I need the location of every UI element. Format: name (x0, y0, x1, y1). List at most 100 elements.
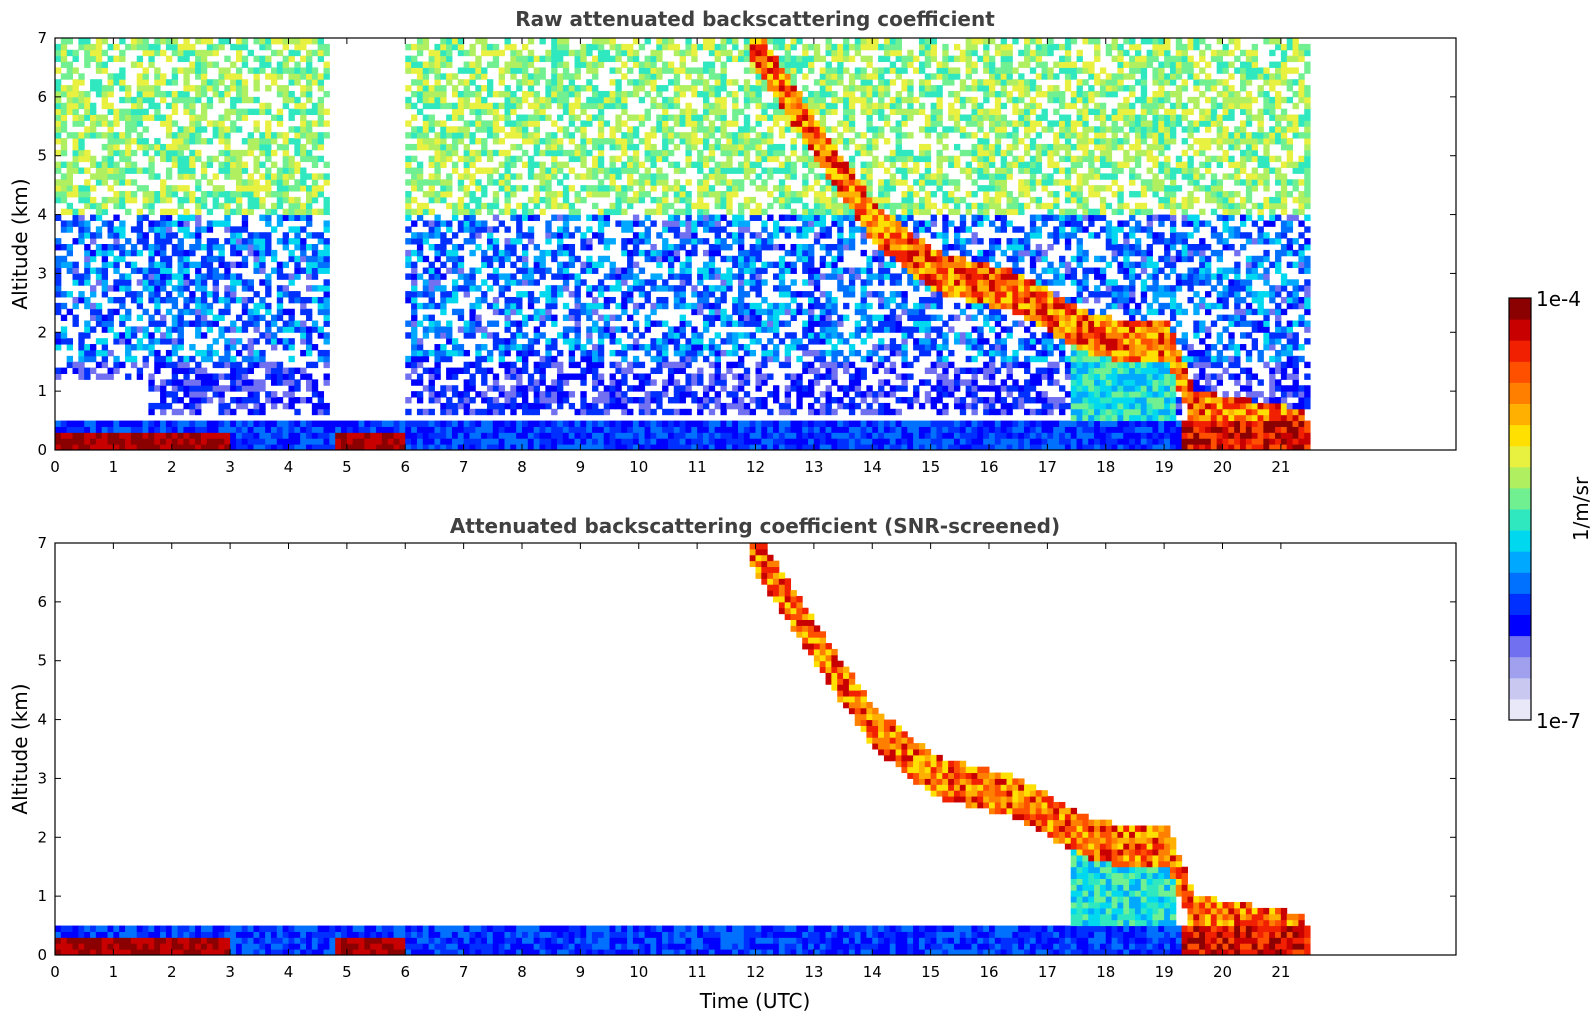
heatmap-cell (580, 102, 587, 110)
heatmap-cell (148, 85, 155, 92)
heatmap-cell (446, 385, 453, 392)
heatmap-cell (551, 79, 558, 86)
heatmap-cell (253, 38, 260, 45)
heatmap-cell (171, 444, 179, 450)
heatmap-cell (609, 373, 616, 380)
heatmap-cell (673, 196, 681, 204)
heatmap-cell (148, 191, 155, 198)
heatmap-cell (504, 279, 511, 286)
heatmap-cell (545, 308, 552, 316)
heatmap-cell (253, 67, 260, 74)
heatmap-cell (200, 161, 208, 168)
heatmap-cell (72, 261, 79, 269)
heatmap-cell (685, 238, 692, 245)
heatmap-cell (84, 279, 91, 286)
heatmap-cell (90, 326, 97, 333)
heatmap-cell (481, 185, 488, 192)
heatmap-cell (241, 302, 249, 310)
heatmap-cell (603, 191, 611, 198)
heatmap-cell (662, 138, 669, 145)
heatmap-cell (55, 79, 62, 86)
heatmap-cell (282, 432, 289, 439)
heatmap-cell (416, 185, 424, 192)
heatmap-cell (113, 202, 120, 210)
heatmap-cell (767, 320, 774, 327)
heatmap-cell (603, 173, 611, 180)
heatmap-cell (253, 191, 260, 198)
heatmap-cell (235, 202, 243, 210)
heatmap-cell (171, 155, 179, 163)
heatmap-cell (171, 285, 179, 292)
heatmap-cell (615, 349, 622, 357)
heatmap-cell (60, 102, 68, 110)
heatmap-cell (463, 367, 470, 374)
heatmap-cell (615, 338, 622, 345)
heatmap-cell (300, 38, 307, 45)
heatmap-cell (667, 220, 675, 227)
heatmap-cell (235, 79, 243, 86)
heatmap-cell (527, 314, 535, 322)
heatmap-cell (241, 355, 249, 363)
heatmap-cell (644, 114, 651, 121)
heatmap-cell (446, 432, 453, 439)
heatmap-cell (632, 338, 640, 345)
heatmap-cell (381, 432, 389, 439)
heatmap-cell (107, 196, 114, 204)
heatmap-cell (615, 273, 622, 280)
heatmap-cell (125, 179, 132, 186)
heatmap-cell (737, 226, 745, 233)
heatmap-cell (171, 38, 179, 45)
heatmap-cell (586, 149, 593, 157)
heatmap-cell (662, 349, 669, 357)
heatmap-cell (235, 185, 243, 192)
heatmap-cell (451, 344, 459, 351)
heatmap-cell (755, 96, 762, 104)
heatmap-cell (510, 143, 517, 151)
heatmap-cell (469, 379, 476, 386)
heatmap-cell (527, 120, 535, 127)
heatmap-cell (323, 349, 330, 357)
heatmap-cell (66, 438, 74, 445)
heatmap-cell (288, 397, 295, 404)
heatmap-cell (475, 344, 482, 351)
heatmap-cell (475, 73, 482, 80)
heatmap-cell (609, 90, 616, 98)
heatmap-cell (113, 426, 120, 433)
heatmap-cell (562, 244, 570, 251)
heatmap-cell (551, 138, 558, 145)
heatmap-cell (609, 444, 616, 450)
heatmap-cell (136, 314, 144, 322)
heatmap-cell (183, 102, 190, 110)
heatmap-cell (597, 90, 605, 98)
heatmap-cell (597, 238, 605, 245)
heatmap-cell (195, 302, 202, 310)
heatmap-cell (562, 61, 570, 68)
heatmap-cell (498, 173, 505, 180)
heatmap-cell (165, 238, 173, 245)
heatmap-cell (743, 167, 751, 174)
heatmap-cell (650, 244, 657, 251)
heatmap-cell (276, 302, 284, 310)
heatmap-cell (463, 126, 470, 133)
heatmap-cell (66, 161, 74, 168)
heatmap-cell (481, 255, 488, 263)
heatmap-cell (253, 126, 260, 133)
heatmap-cell (469, 320, 476, 327)
heatmap-cell (200, 226, 208, 233)
heatmap-cell (142, 185, 149, 192)
heatmap-cell (195, 296, 202, 304)
heatmap-cell (235, 444, 243, 450)
heatmap-cell (195, 349, 202, 357)
heatmap-cell (171, 79, 179, 86)
heatmap-cell (586, 61, 593, 68)
heatmap-cell (125, 426, 132, 433)
heatmap-cell (381, 420, 389, 427)
heatmap-cell (428, 326, 435, 333)
heatmap-cell (78, 238, 85, 245)
heatmap-cell (732, 143, 739, 151)
heatmap-cell (632, 344, 640, 351)
heatmap-cell (592, 38, 599, 45)
heatmap-cell (241, 96, 249, 104)
heatmap-cell (667, 102, 675, 110)
heatmap-cell (638, 291, 646, 298)
